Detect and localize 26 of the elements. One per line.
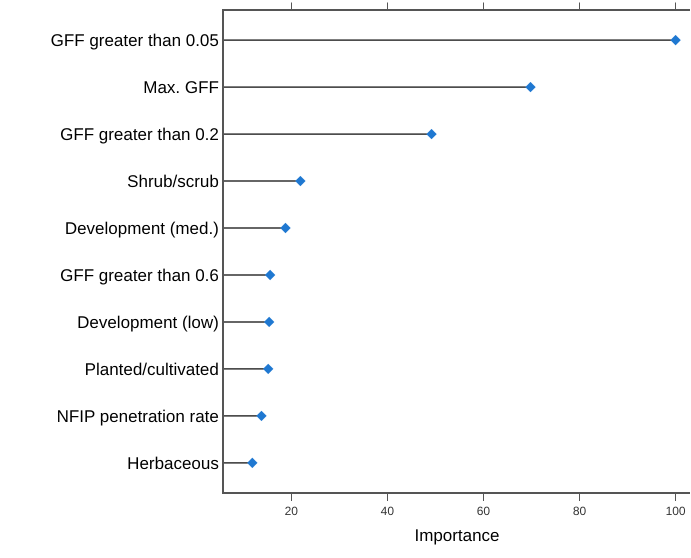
point: [264, 316, 274, 328]
x-tick-label: 40: [380, 504, 394, 518]
y-tick-label: GFF greater than 0.05: [50, 31, 219, 50]
y-tick-label: GFF greater than 0.6: [60, 266, 219, 285]
point: [264, 270, 276, 280]
point: [280, 222, 291, 234]
x-tick-label: 80: [572, 504, 587, 518]
point: [426, 128, 437, 140]
x-axis-title: Importance: [414, 526, 500, 546]
y-tick-label: Herbaceous: [127, 454, 219, 473]
x-tick-label: 60: [476, 504, 490, 518]
point: [247, 458, 258, 468]
point: [295, 176, 306, 186]
y-tick-label: Development (low): [77, 312, 219, 332]
x-tick-label: 100: [666, 504, 686, 518]
point: [670, 34, 681, 46]
point: [256, 410, 267, 422]
point: [525, 82, 536, 92]
y-tick-label: NFIP penetration rate: [56, 406, 219, 426]
point: [263, 364, 274, 374]
y-tick-label: Development (med.): [64, 218, 219, 238]
y-tick-label: Shrub/scrub: [127, 172, 219, 191]
y-tick-label: Max. GFF: [143, 78, 219, 98]
x-tick-label: 20: [284, 504, 298, 518]
y-tick-label: GFF greater than 0.2: [60, 125, 219, 144]
y-tick-label: Planted/cultivated: [84, 360, 219, 379]
